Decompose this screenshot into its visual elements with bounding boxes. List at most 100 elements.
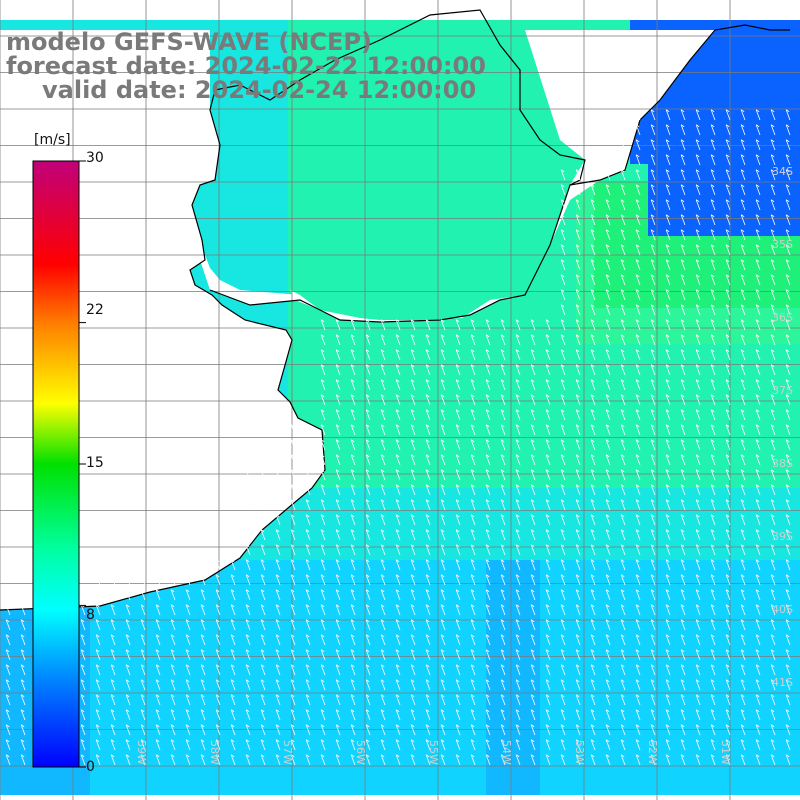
wind-arrow [620,559,626,571]
wind-arrow-head [455,499,460,503]
wind-arrow [755,604,761,616]
wind-arrow-head [545,349,550,353]
wind-arrow-head [320,454,325,458]
field-cell [324,254,343,273]
field-cell [594,434,613,453]
wind-arrow [710,424,716,436]
wind-arrow [770,634,776,646]
wind-arrow [290,634,296,646]
wind-arrow-head [680,514,685,518]
field-cell [162,722,181,741]
wind-arrow [485,514,491,526]
lat-label: 35S [772,238,793,251]
wind-arrow-head [275,529,280,533]
field-cell [342,290,361,309]
wind-arrow-head [680,199,685,203]
field-cell [0,614,19,633]
field-cell [450,398,469,417]
wind-arrow-head [575,274,580,278]
wind-arrow-head [395,349,400,353]
wind-arrow [320,589,326,601]
wind-arrow [740,109,746,121]
wind-arrow-head [545,529,550,533]
wind-arrow-head [275,664,280,668]
wind-arrow-head [605,619,610,623]
wind-arrow-head [710,544,715,548]
wind-arrow [380,439,386,451]
field-cell [738,542,757,561]
wind-arrow [785,709,791,721]
wind-arrow-head [545,439,550,443]
wind-arrow-head [605,709,610,713]
wind-arrow [605,349,611,361]
wind-arrow-head [635,739,640,743]
field-cell [324,164,343,183]
field-cell [486,560,505,579]
wind-arrow-head [410,484,415,488]
field-cell [180,704,199,723]
field-cell [756,56,775,75]
field-cell [666,398,685,417]
wind-arrow-head [500,694,505,698]
wind-arrow-head [170,679,175,683]
wind-arrow [635,484,641,496]
wind-arrow-head [590,754,595,758]
lat-label: 39S [772,530,793,543]
field-cell [450,164,469,183]
wind-arrow [275,649,281,661]
field-cell [630,596,649,615]
wind-arrow-head [710,274,715,278]
field-cell [306,56,325,75]
wind-arrow-head [740,364,745,368]
wind-arrow-head [785,334,790,338]
wind-arrow [680,709,686,721]
field-cell [576,290,595,309]
wind-arrow-head [605,184,610,188]
wind-arrow [260,634,266,646]
wind-arrow-head [650,559,655,563]
wind-arrow-head [380,694,385,698]
field-cell [396,722,415,741]
wind-arrow [785,574,791,586]
field-cell [342,74,361,93]
wind-arrow [695,559,701,571]
wind-arrow [530,739,536,751]
wind-arrow-head [785,574,790,578]
wind-arrow [470,679,476,691]
wind-arrow [380,604,386,616]
wind-arrow-head [335,679,340,683]
wind-arrow-head [230,649,235,653]
wind-arrow [575,679,581,691]
wind-arrow [695,184,701,196]
wind-arrow-head [725,664,730,668]
field-cell [180,776,199,795]
wind-arrow [95,619,101,631]
wind-arrow-head [200,679,205,683]
wind-arrow-head [395,334,400,338]
wind-arrow-head [710,334,715,338]
wind-arrow [695,424,701,436]
field-cell [486,92,505,111]
wind-arrow-head [515,709,520,713]
wind-arrow-head [500,409,505,413]
field-cell [630,722,649,741]
wind-arrow [320,529,326,541]
wind-arrow [755,619,761,631]
wind-arrow [680,739,686,751]
wind-arrow [680,229,686,241]
wind-arrow [80,649,86,661]
field-cell [378,146,397,165]
field-cell [756,398,775,417]
wind-arrow [710,514,716,526]
field-cell [576,326,595,345]
wind-arrow [785,259,791,271]
wind-arrow-head [485,664,490,668]
wind-arrow-head [725,124,730,128]
wind-arrow [785,244,791,256]
wind-arrow-head [680,274,685,278]
wind-arrow-head [650,469,655,473]
field-cell [198,218,217,237]
wind-arrow [350,649,356,661]
field-cell [792,632,800,651]
wind-arrow-head [455,589,460,593]
